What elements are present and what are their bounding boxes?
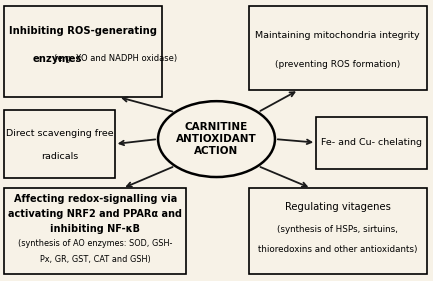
Text: (preventing ROS formation): (preventing ROS formation) (275, 60, 401, 69)
FancyBboxPatch shape (249, 188, 427, 274)
Text: Affecting redox-signalling via: Affecting redox-signalling via (13, 194, 177, 204)
FancyBboxPatch shape (249, 6, 427, 90)
Text: Regulating vitagenes: Regulating vitagenes (285, 202, 391, 212)
Text: Fe- and Cu- chelating: Fe- and Cu- chelating (321, 138, 422, 147)
Text: Direct scavenging free: Direct scavenging free (6, 129, 113, 138)
Text: ACTION: ACTION (194, 146, 239, 156)
Text: CARNITINE: CARNITINE (185, 122, 248, 132)
Text: Maintaining mitochondria integrity: Maintaining mitochondria integrity (255, 31, 420, 40)
Text: enzymes: enzymes (33, 54, 82, 64)
Text: Inhibiting ROS-generating: Inhibiting ROS-generating (10, 26, 157, 36)
Text: thioredoxins and other antioxidants): thioredoxins and other antioxidants) (258, 246, 417, 255)
FancyBboxPatch shape (316, 117, 427, 169)
Text: activating NRF2 and PPARα and: activating NRF2 and PPARα and (8, 209, 182, 219)
Text: ANTIOXIDANT: ANTIOXIDANT (176, 134, 257, 144)
FancyBboxPatch shape (4, 6, 162, 97)
FancyBboxPatch shape (4, 188, 186, 274)
Text: radicals: radicals (41, 152, 78, 161)
Text: (e.g. XO and NADPH oxidase): (e.g. XO and NADPH oxidase) (33, 54, 178, 63)
Text: inhibiting NF-κB: inhibiting NF-κB (50, 224, 140, 234)
Text: (synthesis of AO enzymes: SOD, GSH-: (synthesis of AO enzymes: SOD, GSH- (18, 239, 172, 248)
Text: (synthesis of HSPs, sirtuins,: (synthesis of HSPs, sirtuins, (277, 225, 398, 234)
FancyBboxPatch shape (4, 110, 115, 178)
Text: Px, GR, GST, CAT and GSH): Px, GR, GST, CAT and GSH) (40, 255, 151, 264)
